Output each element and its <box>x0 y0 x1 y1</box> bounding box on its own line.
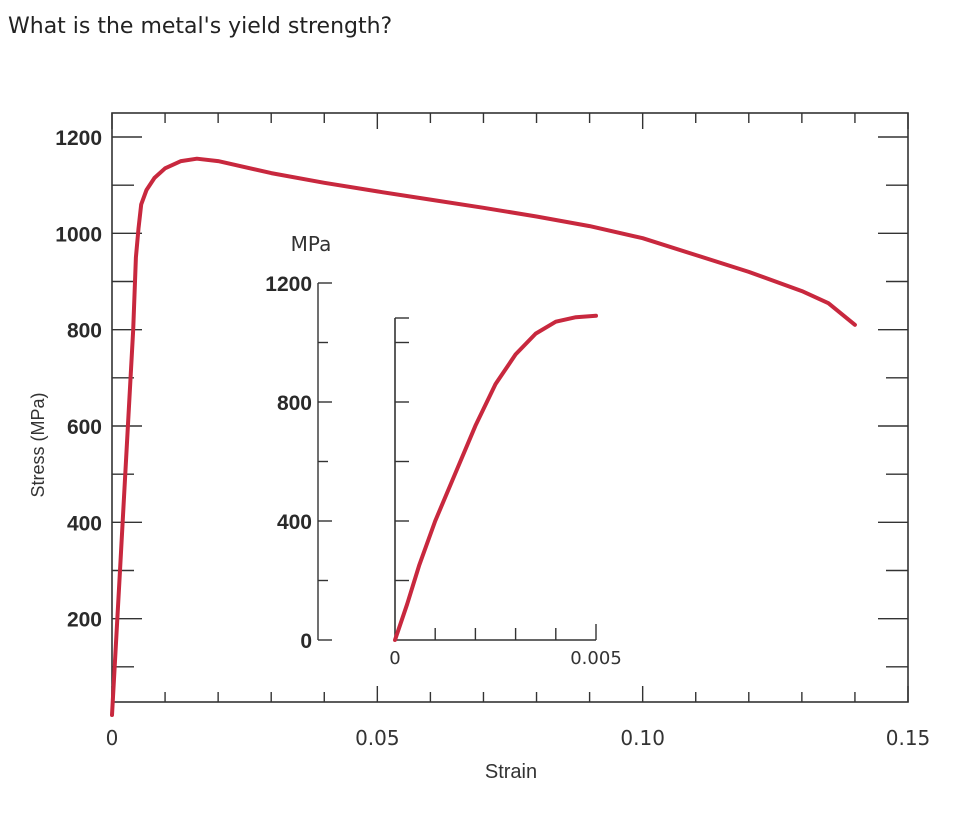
x-tick-label: 0.10 <box>620 726 665 750</box>
inset-y-tick-label: 400 <box>277 511 312 534</box>
y-tick-label: 600 <box>67 416 102 439</box>
inset-x-tick-label: 0.005 <box>570 648 622 669</box>
x-tick-label: 0.15 <box>886 726 931 750</box>
x-tick-label: 0.05 <box>355 726 400 750</box>
y-tick-label: 200 <box>67 609 102 632</box>
inset-y-tick-label: 800 <box>277 392 312 415</box>
x-tick-label: 0 <box>106 726 119 750</box>
inset-y-tick-label: 0 <box>300 630 312 653</box>
inset-unit-label: MPa <box>291 232 332 256</box>
x-axis-title: Strain <box>485 761 537 783</box>
y-tick-label: 400 <box>67 512 102 535</box>
plot-frame <box>111 112 909 703</box>
y-tick-label: 1200 <box>55 127 102 150</box>
inset-x-tick-label: 0 <box>389 648 400 669</box>
inset-curve <box>393 313 598 642</box>
y-tick-label: 1000 <box>55 223 102 246</box>
stress-strain-curve <box>110 156 857 717</box>
inset-y-tick-label: 1200 <box>265 273 312 296</box>
y-axis-title: Stress (MPa) <box>28 392 48 497</box>
y-tick-label: 800 <box>67 320 102 343</box>
question-text: What is the metal's yield strength? <box>8 14 393 39</box>
